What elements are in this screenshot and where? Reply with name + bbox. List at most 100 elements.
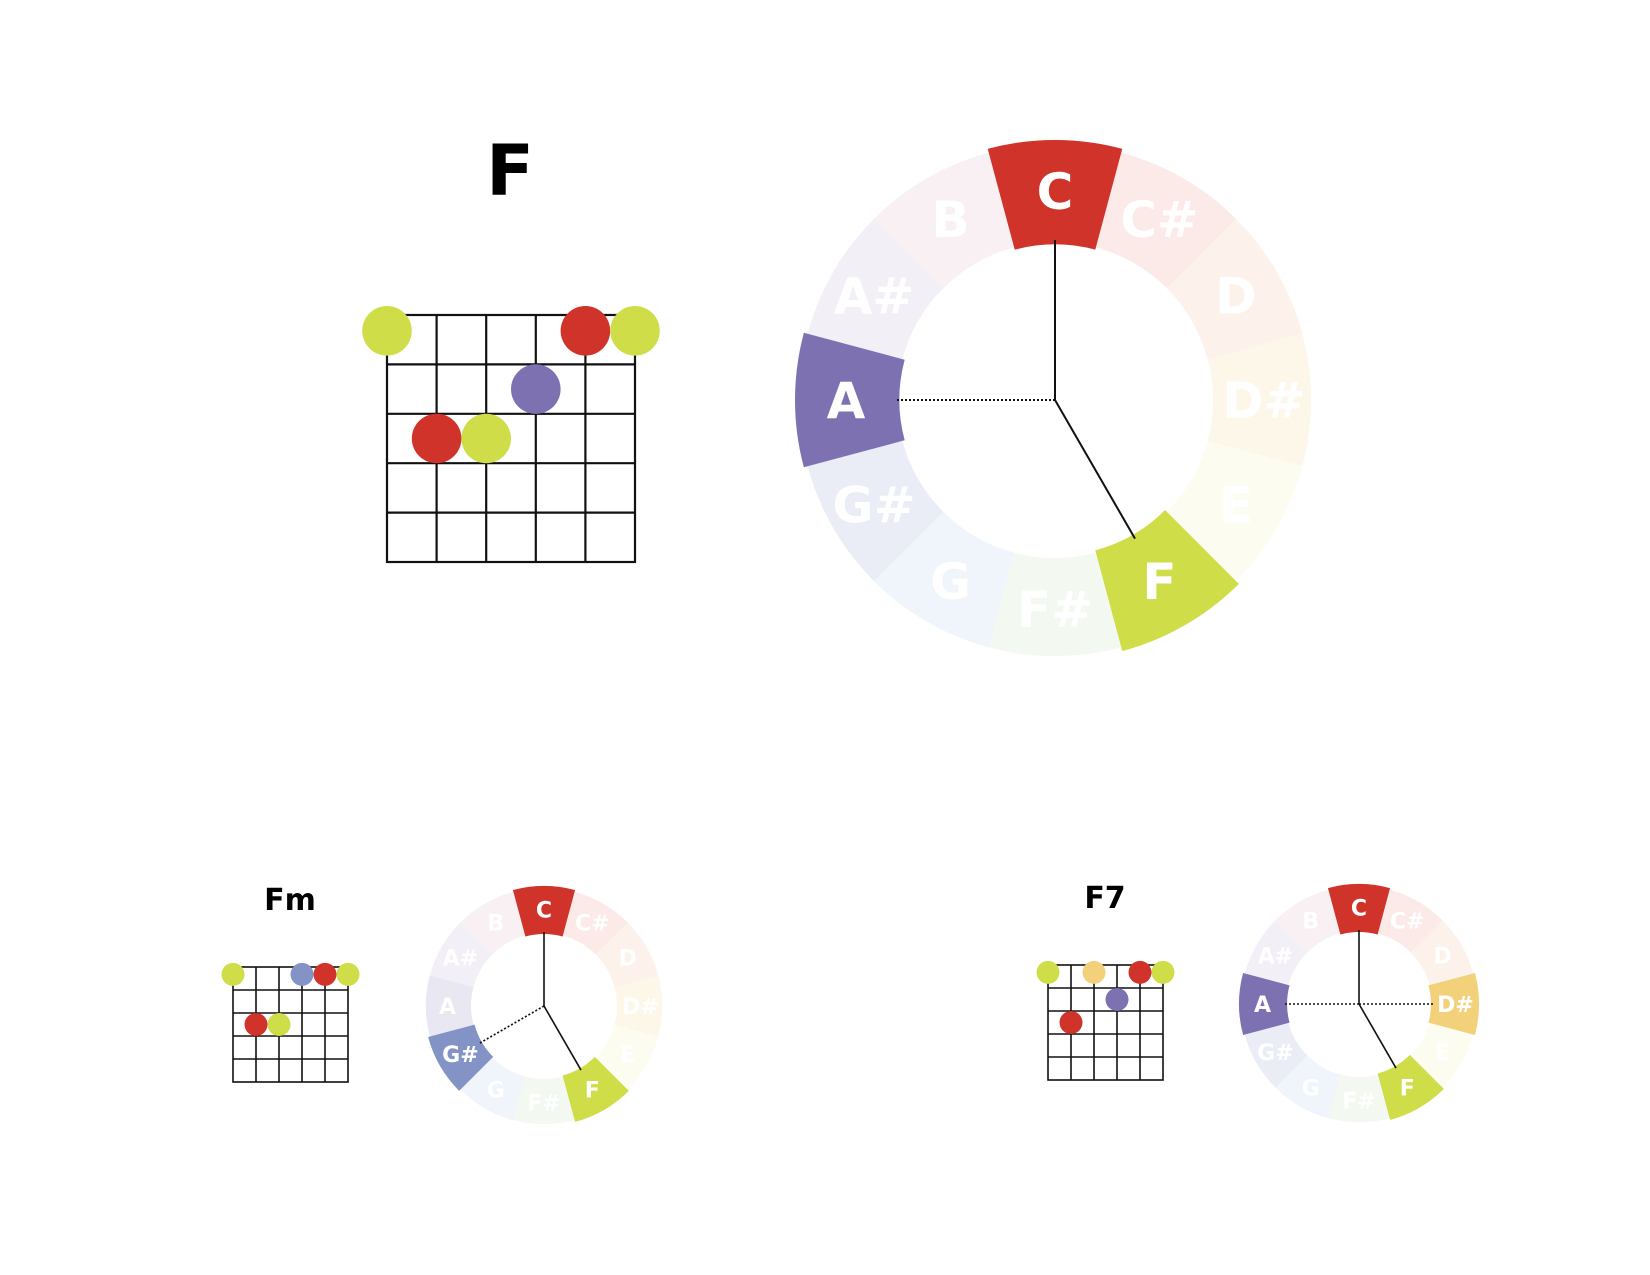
wheel-segment-a-sharp [429, 922, 493, 988]
fretboard-outline [385, 313, 637, 564]
wheel-segment-f-sharp [1328, 1074, 1390, 1123]
wheel-segment-b [873, 152, 1015, 289]
fret-dot-f [461, 413, 512, 464]
wheel-label-b: B [487, 911, 504, 936]
wheel-label-a-sharp: A# [1258, 945, 1293, 970]
wheel-label-d: D [1433, 945, 1451, 970]
fret-dot-c [560, 306, 611, 356]
wheel-label-g-sharp: G# [442, 1043, 479, 1068]
wheel-label-d-sharp: D# [622, 995, 659, 1020]
wheel-segment-e [1166, 440, 1303, 582]
wheel-segment-d [1410, 920, 1474, 986]
wheel-label-a-sharp: A# [834, 268, 915, 326]
fret-dot-a [1105, 988, 1129, 1011]
wheel-label-f-sharp: F# [1017, 581, 1093, 639]
chord-panel-f: F C C#DD#EFF#GG#AA#B [362, 130, 1312, 657]
wheel-label-c-sharp: C# [575, 911, 610, 936]
wheel-label-c: C [1351, 896, 1367, 921]
fretboard [1036, 960, 1175, 1081]
wheel-segment-f [1095, 510, 1239, 652]
wheel-label-c-sharp: C# [1120, 191, 1199, 249]
fret-dot-c [1128, 960, 1152, 984]
chord-panel-f7: F7 C C# D D# EF F# G G# A A# B [1036, 881, 1479, 1123]
chord-panel-fm: Fm C C# D D# EF F# G G# A A# B [221, 883, 663, 1125]
wheel-segment-c [512, 886, 576, 937]
wheel-segment-a-sharp [807, 218, 944, 360]
fret-dot-d-sharp [1082, 960, 1106, 984]
wheel-segment-c-sharp [1377, 889, 1443, 953]
wheel-segment-e [595, 1024, 659, 1090]
wheel-label-f: F [1400, 1076, 1415, 1101]
wheel-segment-a [795, 332, 905, 468]
note-wheel: CC#DD#EFF#GG#AA#B [425, 886, 663, 1125]
wheel-label-d-sharp: D# [1437, 993, 1474, 1018]
wheel-segment-g [873, 511, 1015, 648]
wheel-segment-b [460, 891, 526, 955]
fretboard-outline [1047, 964, 1164, 1081]
wheel-label-a: A [1254, 993, 1271, 1018]
interval-line-f [1358, 1003, 1397, 1069]
fret-dot-f [336, 962, 360, 986]
wheel-label-f: F [1142, 553, 1176, 611]
wheel-segment-g-sharp [428, 1024, 494, 1091]
wheel-segment-f-sharp [988, 552, 1122, 657]
fretboard-outline [232, 966, 349, 1083]
wheel-label-g: G [930, 553, 971, 611]
wheel-label-g-sharp: G# [833, 477, 916, 535]
fret-dot-f [221, 962, 245, 986]
wheel-label-c: C [1037, 163, 1074, 221]
wheel-label-e: E [1219, 477, 1253, 535]
wheel-segment-g-sharp [807, 440, 944, 582]
wheel-segment-a [425, 975, 474, 1037]
wheel-label-g: G [1302, 1076, 1320, 1101]
fretboard [221, 962, 360, 1083]
wheel-label-e: E [620, 1043, 635, 1068]
wheel-segment-c-sharp [562, 891, 628, 955]
interval-line-f [1054, 399, 1136, 540]
fret-dot-f [1036, 960, 1060, 984]
wheel-segment-c-sharp [1095, 152, 1237, 289]
wheel-label-f-sharp: F# [1342, 1089, 1375, 1114]
chord-title: F [486, 130, 534, 212]
interval-line-f [543, 1005, 582, 1071]
fret-dot-g-sharp [290, 962, 314, 986]
wheel-segment-d-sharp [614, 975, 663, 1037]
fret-dot-a [511, 364, 561, 414]
wheel-segment-f [1377, 1054, 1444, 1120]
wheel-label-a: A [439, 995, 456, 1020]
wheel-label-d: D [1215, 268, 1257, 326]
wheel-segment-g [1275, 1055, 1341, 1119]
wheel-segment-c [1327, 884, 1391, 935]
fret-dot-c [1059, 1011, 1083, 1034]
chord-title: F7 [1084, 881, 1125, 916]
note-wheel: C C# D D# EF F# G G# A A# B [1239, 884, 1479, 1123]
fret-dot-f [610, 306, 660, 356]
wheel-segment-d-sharp [1207, 333, 1312, 467]
wheel-segment-d [1166, 218, 1303, 360]
wheel-segment-f [562, 1056, 629, 1122]
wheel-segment-c [987, 139, 1123, 250]
wheel-label-b: B [1302, 909, 1319, 934]
wheel-label-g: G [487, 1078, 505, 1103]
wheel-label-f-sharp: F# [527, 1091, 560, 1116]
chord-title: Fm [264, 883, 316, 918]
fret-dot-c [313, 962, 337, 986]
wheel-label-d: D [618, 947, 636, 972]
wheel-label-e: E [1435, 1041, 1450, 1066]
wheel-label-b: B [931, 191, 969, 249]
interval-dotted-line-g-sharp [479, 1005, 545, 1044]
fret-dot-f [267, 1013, 291, 1036]
wheel-label-g-sharp: G# [1257, 1041, 1294, 1066]
wheel-segment-b [1275, 889, 1341, 953]
wheel-label-c-sharp: C# [1390, 909, 1425, 934]
wheel-segment-d [595, 922, 659, 988]
wheel-segment-f-sharp [513, 1076, 575, 1125]
wheel-label-f: F [585, 1078, 600, 1103]
fretboard [362, 306, 660, 564]
wheel-segment-g [460, 1057, 526, 1121]
wheel-segment-d-sharp [1428, 972, 1479, 1036]
fret-dot-f [1151, 960, 1175, 984]
wheel-segment-g-sharp [1244, 1022, 1308, 1088]
